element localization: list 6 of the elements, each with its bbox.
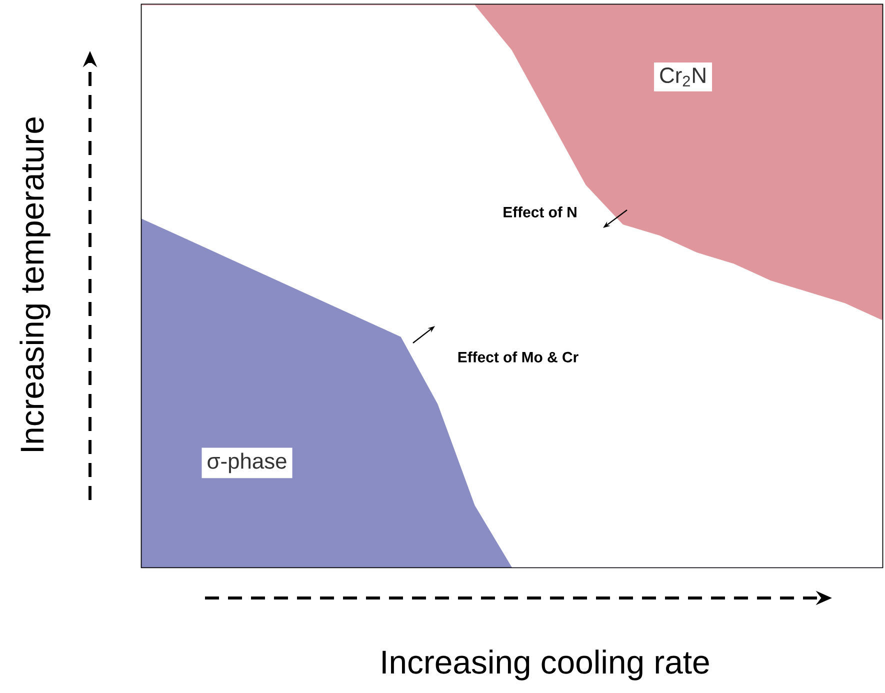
x-axis-title: Increasing cooling rate [382,650,709,680]
annotation: Effect of Mo & Cr [458,351,578,362]
annotation: Effect of N [504,206,576,218]
series-label: σ-phase [208,452,286,474]
series-label: Cr$_{2}$N [660,68,706,86]
y-axis-title: Increasing temperature [20,117,50,451]
